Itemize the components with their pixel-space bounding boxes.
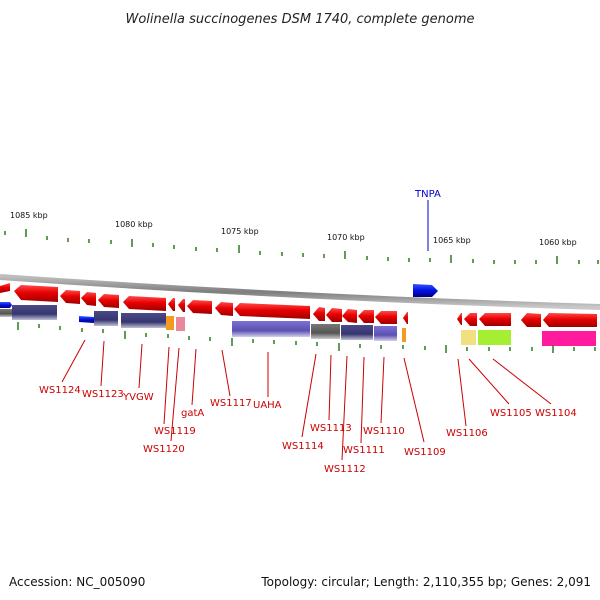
cog-box[interactable] — [341, 325, 373, 340]
label-leaders — [61, 339, 552, 461]
gene-label[interactable]: WS1124 — [39, 385, 81, 396]
gene-arrow[interactable] — [479, 313, 511, 326]
gene-arrow[interactable] — [178, 299, 185, 312]
gene-arrow[interactable] — [521, 313, 541, 327]
gene-arrow[interactable] — [464, 313, 477, 326]
cog-box[interactable] — [94, 311, 118, 326]
cog-box[interactable] — [0, 309, 12, 317]
gene-label[interactable]: gatA — [181, 408, 204, 419]
lower-ticks — [17, 322, 596, 353]
cog-box[interactable] — [542, 331, 596, 346]
gene-arrow-tnpa[interactable] — [413, 284, 438, 297]
gene-label[interactable]: WS1119 — [154, 426, 196, 437]
ruler-label: 1060 kbp — [539, 238, 577, 247]
gene-labels: WS1124 WS1123 YVGW WS1119 WS1120 gatA WS… — [39, 385, 577, 475]
gene-arrow[interactable] — [81, 292, 96, 306]
gene-arrow[interactable] — [79, 316, 96, 323]
gene-arrow[interactable] — [403, 312, 408, 324]
gene-label[interactable]: WS1109 — [404, 447, 446, 458]
ruler-label: 1085 kbp — [10, 211, 48, 220]
gene-label[interactable]: WS1112 — [324, 464, 366, 475]
cog-box[interactable] — [374, 326, 397, 341]
gene-label[interactable]: WS1111 — [343, 445, 385, 456]
cog-box[interactable] — [166, 316, 174, 330]
gene-arrow[interactable] — [342, 309, 357, 323]
gene-arrow[interactable] — [313, 307, 325, 321]
gene-arrow[interactable] — [98, 294, 119, 308]
ruler-labels: 1085 kbp 1080 kbp 1075 kbp 1070 kbp 1065… — [10, 211, 577, 247]
gene-arrows-reverse — [0, 283, 597, 327]
gene-arrow[interactable] — [215, 302, 233, 316]
ruler-label: 1075 kbp — [221, 227, 259, 236]
gene-arrow[interactable] — [358, 310, 374, 323]
cog-box[interactable] — [311, 324, 340, 339]
cog-box[interactable] — [121, 313, 166, 328]
gene-label[interactable]: YVGW — [122, 392, 154, 403]
gene-arrow[interactable] — [14, 285, 58, 302]
gene-arrow[interactable] — [187, 300, 212, 314]
gene-label[interactable]: WS1110 — [363, 426, 405, 437]
cog-box[interactable] — [232, 321, 310, 337]
cog-box[interactable] — [402, 328, 406, 342]
gene-label[interactable]: WS1104 — [535, 408, 577, 419]
gene-arrow[interactable] — [457, 313, 462, 325]
ruler-label: 1070 kbp — [327, 233, 365, 242]
gene-arrow[interactable] — [60, 290, 80, 304]
gene-label[interactable]: WS1105 — [490, 408, 532, 419]
gene-label[interactable]: WS1120 — [143, 444, 185, 455]
gene-label[interactable]: WS1123 — [82, 389, 124, 400]
cog-box[interactable] — [12, 305, 57, 320]
genome-backbone — [0, 274, 600, 310]
gene-label[interactable]: WS1114 — [282, 441, 324, 452]
gene-label[interactable]: WS1113 — [310, 423, 352, 434]
gene-arrow[interactable] — [0, 283, 10, 293]
gene-arrow[interactable] — [543, 313, 597, 327]
accession-text: Accession: NC_005090 — [9, 575, 146, 589]
gene-label-tnpa[interactable]: TNPA — [414, 189, 441, 200]
cog-box[interactable] — [461, 330, 476, 345]
gene-arrow[interactable] — [326, 308, 342, 322]
ruler-label: 1065 kbp — [433, 236, 471, 245]
cog-boxes — [0, 305, 596, 346]
gene-arrow[interactable] — [375, 311, 397, 324]
topology-text: Topology: circular; Length: 2,110,355 bp… — [261, 575, 591, 589]
gene-label[interactable]: UAHA — [253, 400, 282, 411]
map-title: Wolinella succinogenes DSM 1740, complet… — [125, 12, 474, 27]
gene-arrow[interactable] — [168, 298, 175, 311]
cog-box[interactable] — [176, 317, 185, 331]
gene-label[interactable]: WS1106 — [446, 428, 488, 439]
gene-arrow[interactable] — [0, 302, 12, 308]
gene-arrow[interactable] — [234, 303, 310, 319]
gene-arrow[interactable] — [123, 296, 166, 311]
cog-box[interactable] — [478, 330, 511, 345]
gene-label[interactable]: WS1117 — [210, 398, 252, 409]
ruler-label: 1080 kbp — [115, 220, 153, 229]
ruler-ticks — [4, 229, 599, 264]
